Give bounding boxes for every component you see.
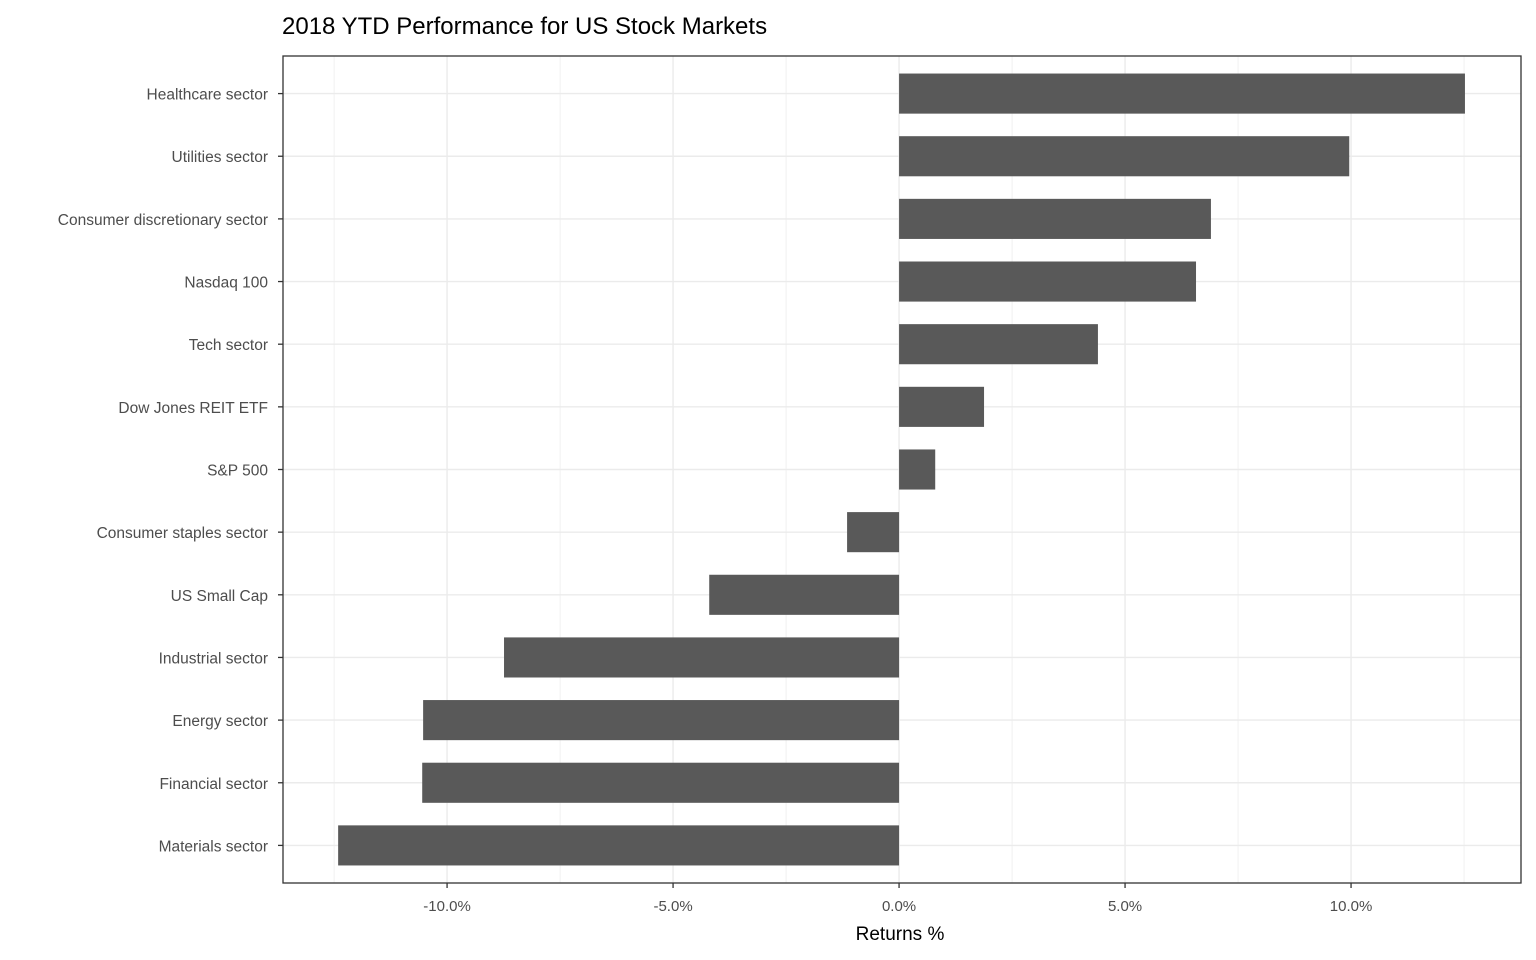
x-tick-label: 5.0% [1108,898,1142,915]
bar [899,73,1465,114]
x-axis-label: Returns % [856,924,945,945]
y-tick-label: US Small Cap [171,588,268,605]
y-tick-label: Dow Jones REIT ETF [118,400,268,417]
x-axis: -10.0% -5.0% 0.0% 5.0% 10.0% [423,883,1372,915]
y-tick-label: Financial sector [159,776,268,793]
bar [899,136,1350,177]
y-tick-label: Tech sector [189,337,268,354]
bar [422,762,900,803]
bar [423,700,900,741]
bar [899,386,985,427]
y-tick-label: S&P 500 [207,463,268,480]
bar [847,512,900,553]
chart-title: 2018 YTD Performance for US Stock Market… [282,13,767,40]
x-tick-label: 10.0% [1330,898,1373,915]
x-tick-label: -10.0% [423,898,471,915]
y-tick-label: Consumer staples sector [97,525,268,542]
x-tick-label: 0.0% [882,898,916,915]
y-tick-label: Utilities sector [172,149,268,166]
bar [899,324,1098,365]
bar [899,198,1211,239]
bar [338,825,900,866]
bar [504,637,900,678]
y-tick-label: Healthcare sector [147,87,268,104]
y-tick-label: Industrial sector [159,650,268,667]
bar [899,261,1197,302]
y-tick-label: Energy sector [172,713,268,730]
bar [899,449,936,490]
y-tick-label: Materials sector [159,838,268,855]
y-tick-label: Consumer discretionary sector [58,212,268,229]
bar [709,574,900,615]
y-tick-label: Nasdaq 100 [184,275,268,292]
y-axis: Healthcare sector Utilities sector Consume… [58,87,283,855]
x-tick-label: -5.0% [653,898,692,915]
bars [338,73,1465,866]
